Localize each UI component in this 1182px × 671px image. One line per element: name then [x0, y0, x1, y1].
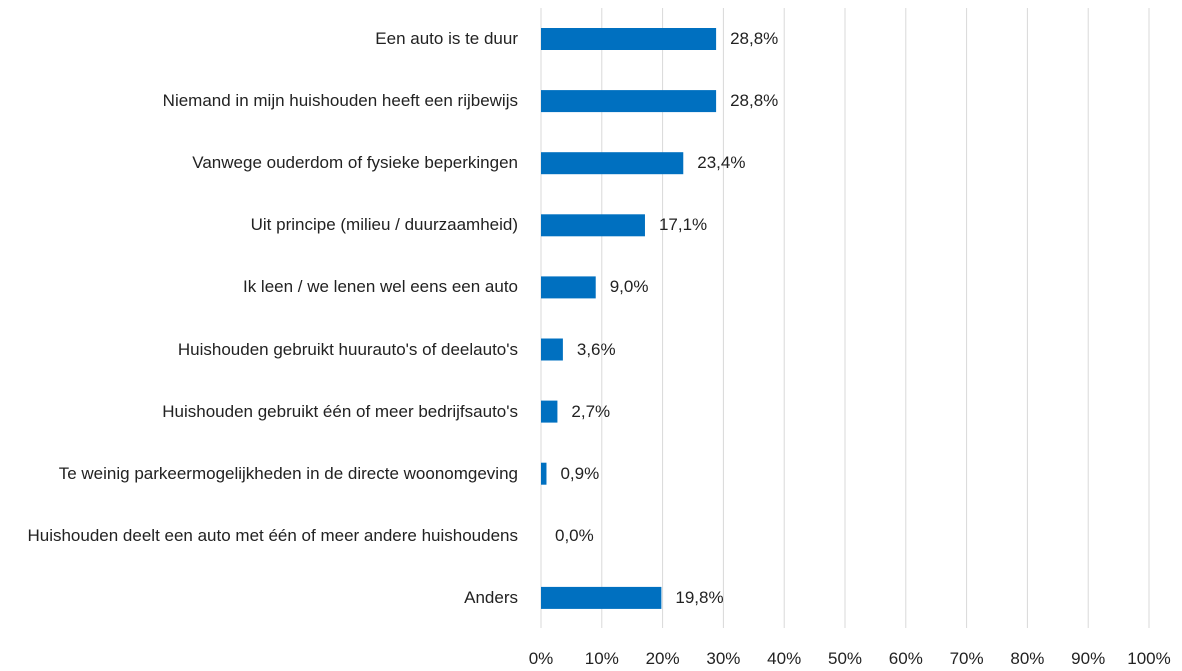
- x-tick-label: 40%: [767, 649, 802, 668]
- value-label: 23,4%: [697, 153, 746, 173]
- x-tick-label: 80%: [1010, 649, 1045, 668]
- x-tick-label: 30%: [706, 649, 741, 668]
- value-label: 19,8%: [675, 587, 724, 607]
- bar: [541, 276, 596, 299]
- bar: [541, 586, 662, 609]
- category-label: Huishouden gebruikt huurauto's of deelau…: [177, 339, 518, 359]
- bar: [541, 152, 684, 175]
- category-label: Vanwege ouderdom of fysieke beperkingen: [192, 153, 518, 173]
- value-label: 3,6%: [576, 339, 616, 359]
- category-label: Anders: [464, 587, 518, 607]
- x-tick-label: 70%: [949, 649, 984, 668]
- bar: [541, 400, 558, 423]
- value-label: 28,8%: [730, 91, 779, 111]
- x-tick-label: 0%: [528, 649, 554, 668]
- value-label: 0,9%: [560, 463, 600, 483]
- category-label: Niemand in mijn huishouden heeft een rij…: [162, 91, 518, 111]
- x-tick-label: 90%: [1071, 649, 1106, 668]
- value-label: 28,8%: [730, 29, 779, 48]
- bar: [541, 90, 717, 113]
- category-label: Huishouden deelt een auto met één of mee…: [27, 525, 518, 545]
- category-label: Uit principe (milieu / duurzaamheid): [250, 215, 518, 235]
- category-label: Huishouden gebruikt één of meer bedrijfs…: [162, 401, 518, 421]
- category-label: Een auto is te duur: [375, 29, 518, 48]
- bar: [541, 214, 645, 237]
- x-tick-label: 20%: [645, 649, 680, 668]
- value-label: 17,1%: [658, 215, 708, 235]
- category-label: Ik leen / we lenen wel eens een auto: [242, 277, 518, 297]
- value-label: 2,7%: [571, 401, 611, 421]
- value-label: 9,0%: [609, 277, 649, 297]
- x-tick-label: 10%: [584, 649, 619, 668]
- bar: [541, 28, 717, 50]
- category-label: Te weinig parkeermogelijkheden in de dir…: [58, 463, 518, 483]
- x-tick-label: 50%: [827, 649, 863, 668]
- x-tick-label: 60%: [888, 649, 923, 668]
- x-tick-label: 100%: [1127, 649, 1171, 668]
- bar: [541, 462, 547, 485]
- bar: [541, 338, 563, 361]
- value-label: 0,0%: [555, 525, 594, 545]
